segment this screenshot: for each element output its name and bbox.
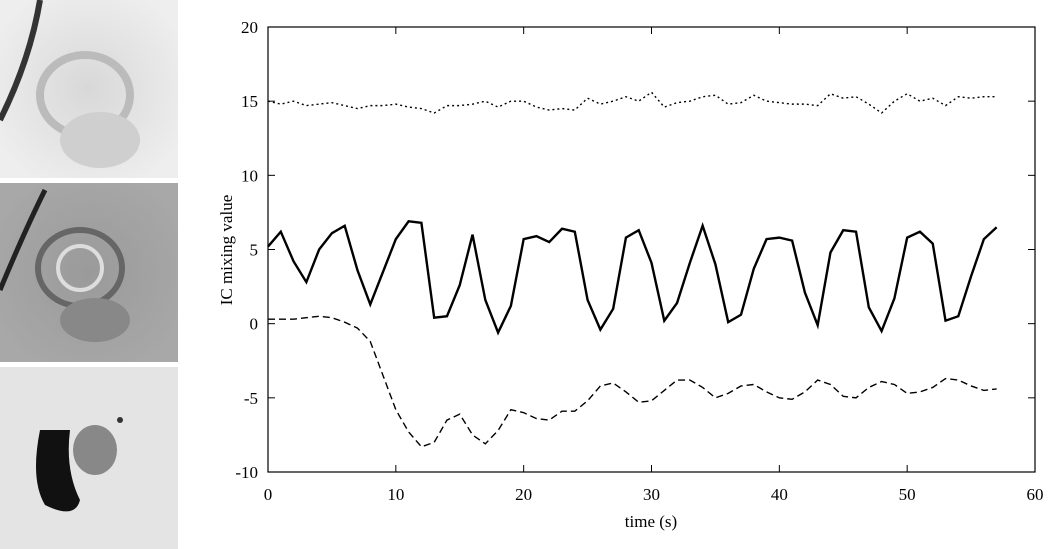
y-tick-label: 15 (241, 92, 258, 111)
y-axis-label: IC mixing value (217, 195, 236, 305)
y-tick-label: -5 (244, 389, 258, 408)
data-line (268, 315, 997, 448)
x-tick-label: 0 (264, 485, 273, 504)
data-line (267, 91, 997, 114)
x-tick-label: 50 (899, 485, 916, 504)
x-tick-label: 30 (643, 485, 660, 504)
x-tick-label: 20 (515, 485, 532, 504)
image-panel (0, 183, 178, 362)
y-tick-label: 20 (241, 18, 258, 37)
image-panel (0, 0, 178, 178)
x-tick-label: 60 (1027, 485, 1044, 504)
plot-frame (267, 26, 1036, 473)
x-axis-label: time (s) (625, 512, 677, 531)
data-line (267, 220, 998, 336)
x-tick-label: 40 (771, 485, 788, 504)
image-panel (0, 367, 178, 549)
x-tick-label: 10 (387, 485, 404, 504)
y-tick-label: -10 (235, 463, 258, 482)
y-tick-label: 10 (241, 166, 258, 185)
y-tick-label: 5 (250, 241, 259, 260)
y-tick-label: 0 (250, 315, 259, 334)
